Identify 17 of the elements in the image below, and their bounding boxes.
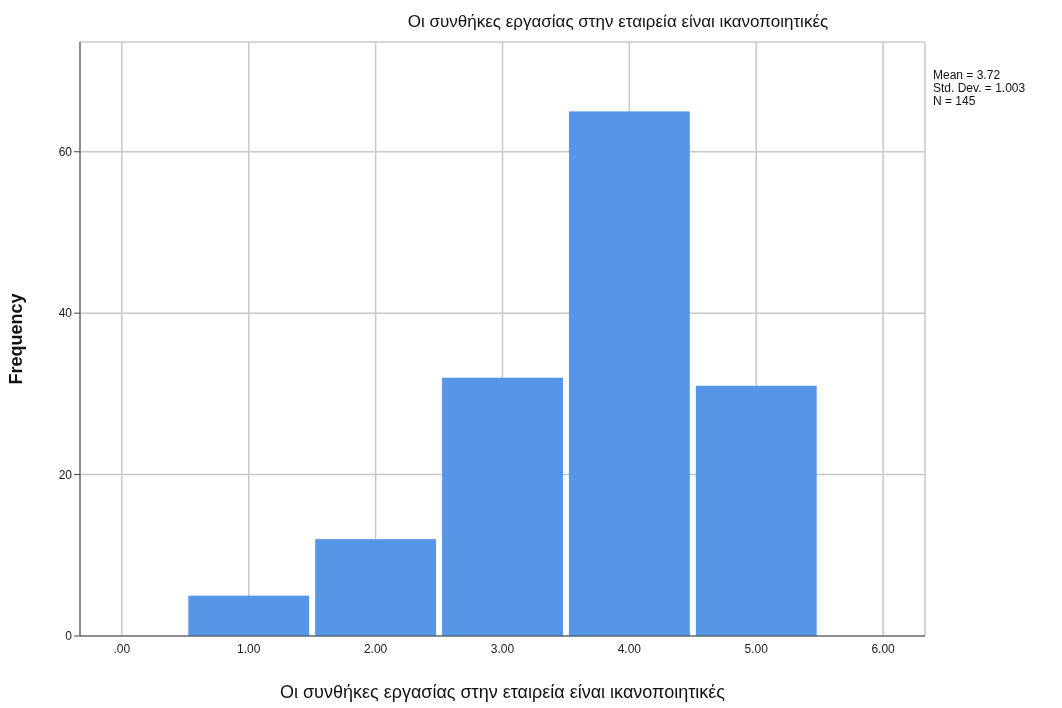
y-axis-title: Frequency (6, 293, 27, 385)
x-tick-label: 2.00 (363, 641, 388, 656)
text: Std. Dev. = 1.003 (933, 81, 1026, 95)
chart-title: Οι συνθήκες εργασίας στην εταιρεία είναι ικανοποιητικές (406, 12, 830, 32)
y-tick-label: 0 (65, 629, 73, 644)
y-tick-label: 40 (58, 306, 73, 321)
text: Mean = 3.72 (933, 68, 1002, 82)
x-tick-label: .00 (113, 641, 131, 656)
x-tick-label: 1.00 (237, 641, 261, 656)
y-tick-label: 20 (58, 467, 73, 482)
x-tick-label: 3.00 (490, 641, 515, 656)
text: N = 145 (933, 94, 977, 108)
x-axis-title: Οι συνθήκες εργασίας στην εταιρεία είναι ικανοποιητικές (278, 682, 727, 703)
x-tick-label: 5.00 (744, 641, 769, 656)
x-tick-label: 6.00 (871, 641, 896, 656)
x-tick-label: 4.00 (617, 641, 642, 656)
y-tick-label: 60 (58, 145, 73, 160)
